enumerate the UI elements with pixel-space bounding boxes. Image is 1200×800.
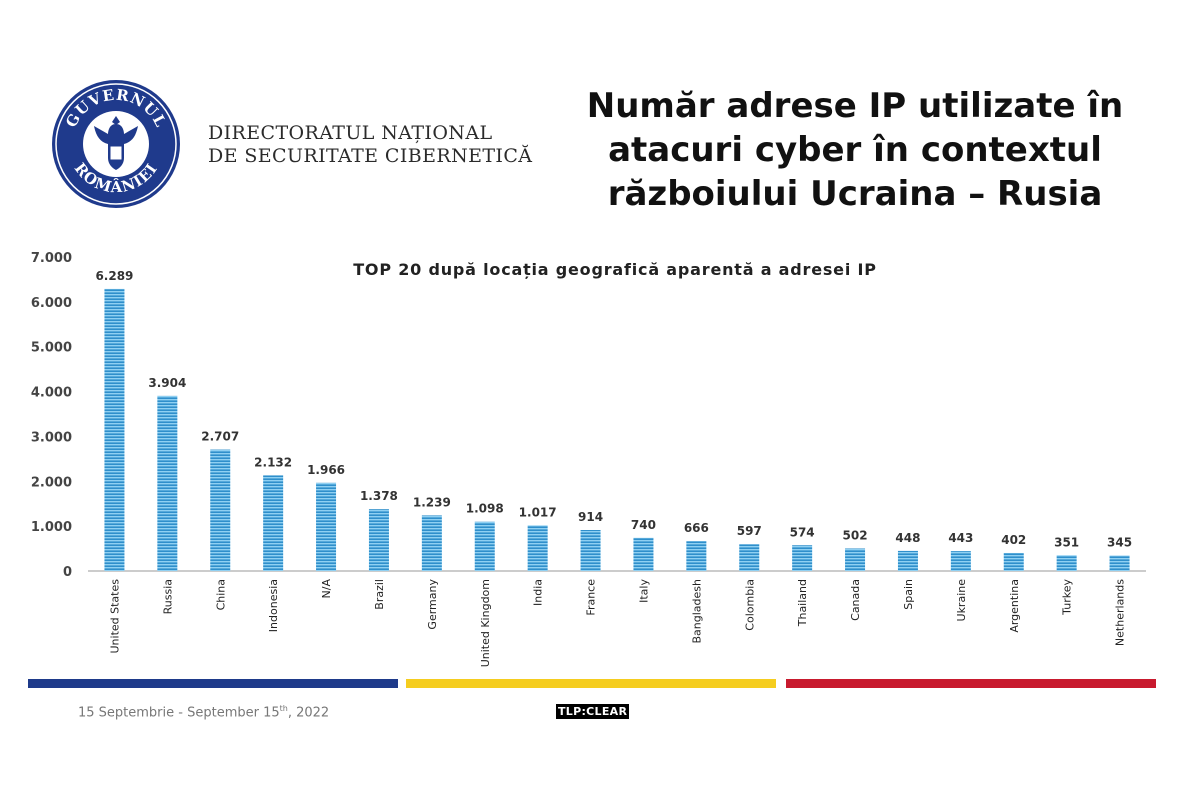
- x-category-label: United States: [108, 579, 121, 654]
- bar-ukraine: [950, 551, 971, 571]
- bar-bangladesh: [686, 541, 707, 571]
- x-category-label: Turkey: [1061, 579, 1074, 616]
- x-category-label: N/A: [320, 579, 333, 599]
- page-title: Număr adrese IP utilizate în atacuri cyb…: [560, 84, 1150, 216]
- bar-value-label: 574: [790, 525, 815, 539]
- bar-canada: [845, 548, 866, 571]
- y-tick-label: 1.000: [31, 520, 72, 535]
- bar-chart: TOP 20 după locația geografică aparentă …: [31, 251, 1146, 668]
- x-category-label: India: [532, 579, 545, 606]
- y-tick-label: 2.000: [31, 475, 72, 490]
- bar-spain: [897, 550, 918, 571]
- bar-thailand: [792, 545, 813, 571]
- value-labels: 6.289 3.904 2.707 2.132 1.966 1.378 1.239 1.098…: [95, 269, 1132, 550]
- x-category-label: Indonesia: [267, 579, 280, 632]
- bar-value-label: 2.707: [201, 430, 239, 444]
- bar-indonesia: [263, 475, 284, 571]
- y-tick-label: 5.000: [31, 341, 72, 356]
- y-tick-label: 7.000: [31, 251, 72, 266]
- chart-title: TOP 20 după locația geografică aparentă …: [353, 260, 877, 279]
- bar-united-states: [104, 288, 125, 571]
- bar-value-label: 1.017: [519, 505, 557, 519]
- flag-band-blue: [28, 679, 398, 688]
- bar-value-label: 443: [948, 531, 973, 545]
- x-category-label: Colombia: [743, 579, 756, 631]
- x-category-label: Italy: [637, 579, 650, 603]
- bar-netherlands: [1109, 555, 1130, 571]
- bar-value-label: 914: [578, 510, 603, 524]
- x-category-label: Brazil: [373, 579, 386, 610]
- bar-value-label: 740: [631, 518, 656, 532]
- org-name-line2: DE SECURITATE CIBERNETICĂ: [208, 145, 533, 167]
- title-line1: Număr adrese IP utilizate în: [586, 86, 1124, 126]
- bar-value-label: 402: [1001, 533, 1026, 547]
- bar-value-label: 666: [684, 521, 709, 535]
- x-category-label: Germany: [426, 579, 439, 630]
- bar-value-label: 351: [1054, 535, 1079, 549]
- x-category-label: Netherlands: [1114, 579, 1127, 646]
- flag-band-yellow: [406, 679, 776, 688]
- bar-russia: [157, 395, 178, 571]
- x-category-label: Argentina: [1008, 579, 1021, 633]
- bar-value-label: 2.132: [254, 455, 292, 469]
- bar-value-label: 1.966: [307, 463, 345, 477]
- bars: [104, 288, 1130, 571]
- bar-value-label: 448: [895, 531, 920, 545]
- x-category-label: Canada: [849, 579, 862, 621]
- bar-china: [210, 449, 231, 571]
- bar-germany: [421, 515, 442, 571]
- government-seal-logo: GUVERNUL ROMÂNIEI: [52, 80, 180, 208]
- title-line3: războiului Ucraina – Rusia: [607, 174, 1103, 214]
- flag-band-red: [786, 679, 1156, 688]
- y-tick-label: 6.000: [31, 296, 72, 311]
- bar-brazil: [368, 509, 389, 571]
- x-category-label: China: [214, 579, 227, 610]
- x-category-label: Bangladesh: [690, 579, 703, 644]
- x-category-label: United Kingdom: [479, 579, 492, 667]
- bar-value-label: 1.378: [360, 489, 398, 503]
- x-category-label: Ukraine: [955, 579, 968, 622]
- y-tick-label: 0: [63, 565, 72, 580]
- bar-value-label: 1.239: [413, 495, 451, 509]
- y-tick-label: 4.000: [31, 386, 72, 401]
- bar-france: [580, 530, 601, 571]
- bar-value-label: 597: [737, 524, 762, 538]
- bar-india: [527, 525, 548, 571]
- bar-united-kingdom: [474, 521, 495, 571]
- y-axis-ticks: 0 1.000 2.000 3.000 4.000 5.000 6.000 7.000: [31, 251, 72, 580]
- x-category-label: Russia: [161, 579, 174, 614]
- bar-value-label: 1.098: [466, 502, 504, 516]
- bar-n-a: [316, 482, 337, 571]
- category-labels: United States Russia China Indonesia N/A Braz…: [108, 579, 1126, 668]
- date-footer: 15 Septembrie - September 15th, 2022: [78, 704, 330, 721]
- eagle-coat-of-arms-icon: [94, 116, 138, 170]
- organization-name: DIRECTORATUL NAȚIONAL DE SECURITATE CIBE…: [208, 122, 532, 168]
- bar-value-label: 6.289: [95, 269, 133, 283]
- bar-argentina: [1003, 552, 1024, 571]
- bar-value-label: 345: [1107, 536, 1132, 550]
- title-line2: atacuri cyber în contextul: [608, 130, 1102, 170]
- x-category-label: Thailand: [796, 579, 809, 627]
- x-category-label: France: [585, 579, 598, 616]
- x-category-label: Spain: [902, 579, 915, 610]
- y-tick-label: 3.000: [31, 430, 72, 445]
- tlp-badge: TLP:CLEAR: [556, 704, 630, 719]
- bar-value-label: 3.904: [148, 376, 186, 390]
- org-name-line1: DIRECTORATUL NAȚIONAL: [208, 122, 493, 144]
- bar-colombia: [739, 544, 760, 571]
- bar-italy: [633, 537, 654, 571]
- bar-turkey: [1056, 555, 1077, 571]
- bar-value-label: 502: [843, 528, 868, 542]
